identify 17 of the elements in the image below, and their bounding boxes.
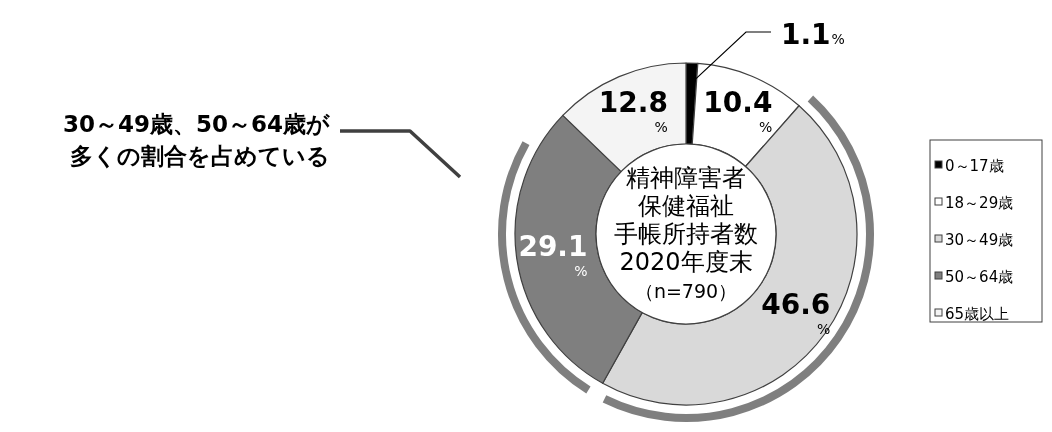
- legend-label: 65歳以上: [945, 305, 1010, 323]
- data-label: 10.4%: [703, 85, 773, 135]
- text: 手帳所持者数: [614, 220, 758, 248]
- text: 精神障害者: [626, 164, 746, 192]
- text: 保健福祉: [638, 192, 734, 220]
- legend-label: 18～29歳: [945, 194, 1014, 212]
- text: 多くの割合を占めている: [70, 143, 330, 169]
- data-label: 29.1%: [518, 229, 588, 279]
- legend-label: 50～64歳: [945, 268, 1014, 286]
- text: 30～49歳、50～64歳が: [62, 111, 330, 137]
- text: 2020年度末: [619, 248, 753, 276]
- text: （n=790）: [634, 280, 738, 302]
- data-label: 1.1%: [781, 18, 845, 51]
- data-label: 46.6%: [761, 287, 831, 337]
- legend-label: 30～49歳: [945, 231, 1014, 249]
- data-label: 12.8%: [598, 86, 668, 136]
- legend-label: 0～17歳: [945, 157, 1004, 175]
